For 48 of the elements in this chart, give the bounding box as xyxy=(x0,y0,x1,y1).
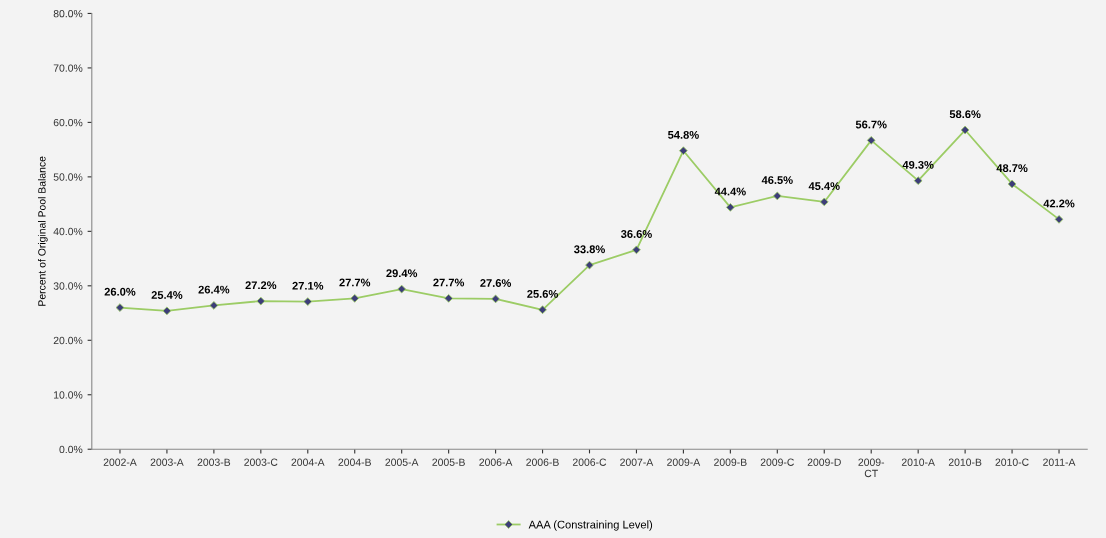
x-tick-label: 2006-C xyxy=(572,458,607,466)
y-tick-label: 40.0% xyxy=(53,227,83,236)
y-tick-label: 50.0% xyxy=(53,173,83,181)
x-tick-label: 2004-B xyxy=(338,458,371,466)
x-tick-label: 2002-A xyxy=(103,458,137,466)
x-tick-label: 2007-A xyxy=(620,458,654,466)
y-tick-label: 30.0% xyxy=(53,282,83,290)
data-label: 56.7% xyxy=(855,120,887,129)
y-tick-label: 60.0% xyxy=(53,118,83,127)
data-label: 27.2% xyxy=(245,281,277,290)
data-label: 25.4% xyxy=(151,291,183,299)
y-tick-label: 20.0% xyxy=(53,336,83,345)
data-label: 27.1% xyxy=(292,281,324,290)
x-tick-label: 2003-A xyxy=(150,458,184,466)
data-label: 26.0% xyxy=(104,287,136,296)
y-tick-label: 70.0% xyxy=(53,64,83,72)
x-tick-label: 2006-A xyxy=(479,458,513,466)
x-tick-label: 2005-B xyxy=(432,458,465,466)
y-tick-label: 80.0% xyxy=(53,9,83,18)
x-tick-label: 2003-B xyxy=(197,458,231,466)
x-tick-label: 2003-C xyxy=(244,458,278,466)
data-label: 26.4% xyxy=(198,285,230,294)
y-tick-label: 0.0% xyxy=(59,445,83,454)
data-label: 27.7% xyxy=(339,278,371,287)
x-tick-label: 2009- CT xyxy=(858,458,885,478)
data-label: 42.2% xyxy=(1043,199,1075,208)
x-tick-label: 2011-A xyxy=(1043,458,1076,466)
x-tick-label: 2009-A xyxy=(667,458,701,466)
y-tick-label: 10.0% xyxy=(54,391,83,399)
data-label: 58.6% xyxy=(949,110,981,119)
y-axis-title: Percent of Original Pool Balance xyxy=(37,156,48,306)
x-tick-label: 2009-C xyxy=(760,458,794,466)
data-label: 27.6% xyxy=(480,279,512,287)
x-tick-label: 2006-B xyxy=(526,458,559,466)
data-label: 33.8% xyxy=(574,245,605,254)
x-tick-label: 2004-A xyxy=(291,458,325,466)
x-tick-label: 2010-B xyxy=(948,458,982,466)
x-tick-label: 2009-D xyxy=(807,458,841,466)
x-tick-label: 2010-A xyxy=(901,458,935,466)
data-label: 25.6% xyxy=(527,289,559,298)
data-label: 29.4% xyxy=(386,269,418,278)
data-label: 54.8% xyxy=(667,130,699,139)
x-tick-label: 2009-B xyxy=(714,458,747,466)
data-label: 46.5% xyxy=(761,176,793,185)
legend-label: AAA (Constraining Level) xyxy=(528,520,653,531)
data-label: 27.7% xyxy=(433,278,465,287)
x-tick-label: 2005-A xyxy=(385,458,419,466)
x-tick-label: 2010-C xyxy=(995,458,1029,466)
